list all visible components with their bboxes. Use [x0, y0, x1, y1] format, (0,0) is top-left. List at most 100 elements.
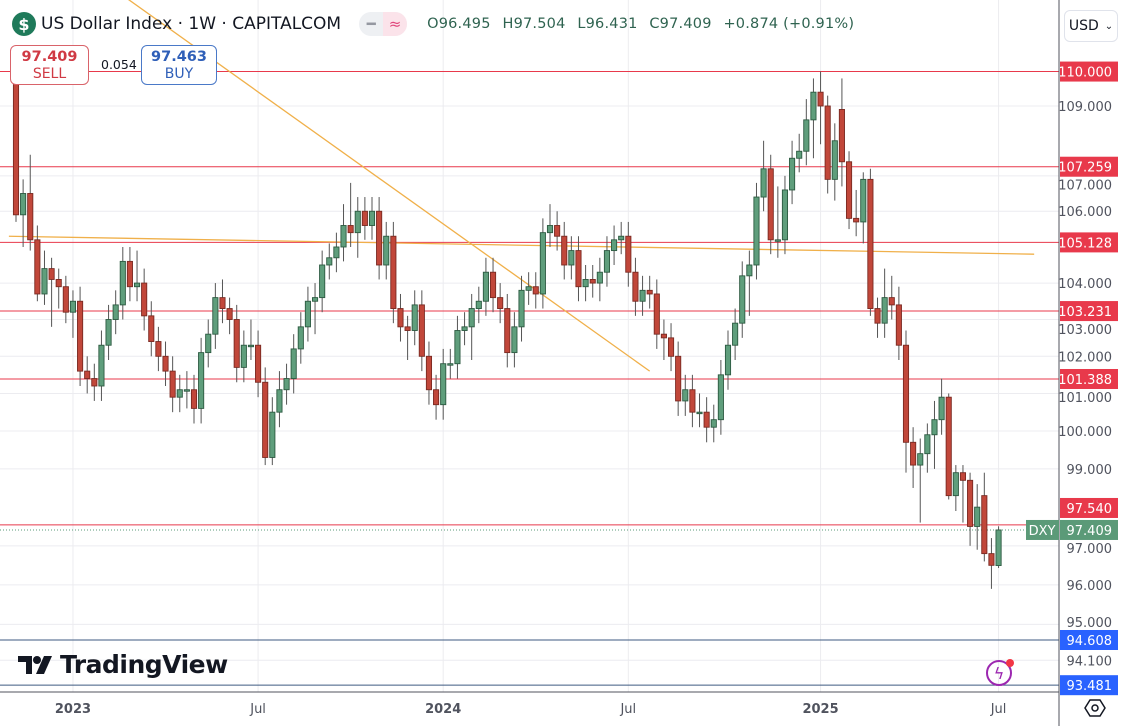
- settings-icon[interactable]: [1084, 697, 1106, 719]
- time-tick-label: Jul: [619, 702, 636, 717]
- candle-down: [667, 323, 675, 372]
- candle-down: [660, 319, 667, 360]
- minus-icon[interactable]: ━: [366, 15, 376, 33]
- symbol-title[interactable]: US Dollar Index · 1W · CAPITALCOM: [41, 14, 342, 34]
- last-price-label-bg: [1060, 519, 1118, 540]
- lightning-icon[interactable]: ϟ: [986, 659, 1014, 686]
- candle-body: [767, 168, 774, 241]
- candle-down: [845, 151, 853, 230]
- candle-body: [760, 168, 767, 198]
- trendline[interactable]: [8, 235, 1035, 255]
- candle-up: [796, 133, 803, 173]
- level-label: 101.388: [1058, 373, 1112, 388]
- candle-down: [504, 293, 511, 368]
- candle-body: [959, 472, 967, 481]
- candle-down: [77, 286, 84, 386]
- wave-approx-icon[interactable]: ≈: [383, 12, 408, 36]
- candle-body: [575, 250, 582, 288]
- symbol-label: DXY: [1029, 524, 1056, 539]
- horizontal-levels: [0, 71, 1059, 686]
- candle-up: [212, 283, 219, 349]
- candle-down: [895, 286, 902, 360]
- candle-down: [219, 279, 226, 324]
- candle-up: [546, 204, 554, 247]
- candle-down: [404, 315, 411, 360]
- time-tick-label: 2025: [802, 702, 838, 717]
- candle-body: [411, 304, 418, 331]
- symbol-label-bg: [1026, 519, 1059, 540]
- price-tick-label: 101.000: [1058, 391, 1112, 406]
- price-tick-label: 104.000: [1058, 277, 1112, 292]
- buy-button[interactable]: 97.463 BUY: [141, 45, 217, 85]
- candle-up: [774, 186, 781, 258]
- ohlc-close: C97.409: [649, 16, 712, 32]
- candle-body: [831, 140, 838, 180]
- candle-down: [255, 330, 262, 398]
- trendline[interactable]: [87, 0, 651, 372]
- candle-down: [489, 257, 497, 313]
- logo-text: TradingView: [60, 650, 228, 679]
- candle-body: [383, 235, 390, 266]
- candle-body: [710, 419, 717, 428]
- candle-body: [546, 225, 554, 234]
- currency-selector[interactable]: USD ⌄: [1064, 10, 1118, 42]
- candle-body: [447, 363, 454, 366]
- candle-up: [995, 526, 1002, 569]
- candle-body: [860, 178, 867, 223]
- candle-body: [639, 289, 646, 302]
- candle-down: [226, 297, 233, 335]
- candle-down: [262, 367, 269, 466]
- candle-body: [753, 196, 760, 266]
- candle-body: [867, 178, 874, 309]
- sell-button[interactable]: 97.409 SELL: [10, 45, 89, 85]
- candle-up: [304, 286, 311, 342]
- candle-down: [418, 290, 425, 372]
- candle-body: [746, 264, 753, 277]
- level-label: 107.259: [1058, 161, 1112, 176]
- candle-up: [739, 261, 746, 338]
- price-tick-label: 107.000: [1058, 179, 1112, 194]
- candle-up: [881, 268, 888, 338]
- candle-body: [440, 363, 447, 406]
- candle-down: [867, 168, 874, 316]
- candle-up: [732, 308, 739, 360]
- candle-body: [454, 330, 461, 365]
- candle-body: [326, 257, 333, 266]
- candle-up: [468, 293, 475, 360]
- candle-up: [326, 243, 333, 280]
- candle-down: [425, 341, 433, 405]
- candle-down: [532, 272, 539, 309]
- candle-body: [732, 322, 739, 346]
- indicator-pill[interactable]: ━ ≈: [359, 12, 408, 36]
- candle-up: [717, 359, 724, 435]
- candle-body: [311, 297, 319, 302]
- candle-body: [938, 396, 945, 421]
- candle-body: [888, 297, 895, 306]
- candle-up: [283, 363, 290, 405]
- time-axis[interactable]: 2023 Jul 2024 Jul 2025 Jul: [55, 702, 1007, 717]
- candle-up: [276, 371, 283, 428]
- candle-up: [924, 423, 931, 473]
- candle-body: [931, 419, 938, 436]
- candle-up: [518, 275, 525, 342]
- price-axis[interactable]: 109.000 107.000 106.000 104.000 103.000 102.0…: [1026, 61, 1118, 696]
- candle-body: [397, 308, 404, 328]
- price-tick-label: 100.000: [1058, 425, 1112, 440]
- candle-body: [817, 91, 824, 107]
- candle-down: [959, 465, 967, 523]
- candle-body: [497, 297, 504, 309]
- trendlines[interactable]: [8, 0, 1035, 372]
- candle-body: [340, 225, 347, 248]
- candle-body: [981, 495, 988, 555]
- candle-down: [390, 221, 397, 324]
- candle-body: [475, 300, 482, 309]
- candle-down: [190, 374, 198, 424]
- candle-body: [810, 91, 817, 121]
- candle-body: [974, 506, 981, 527]
- candle-up: [511, 312, 518, 368]
- candle-down: [561, 221, 568, 280]
- candle-up: [710, 404, 717, 443]
- tradingview-logo[interactable]: TradingView: [18, 650, 228, 679]
- candle-up: [696, 393, 703, 428]
